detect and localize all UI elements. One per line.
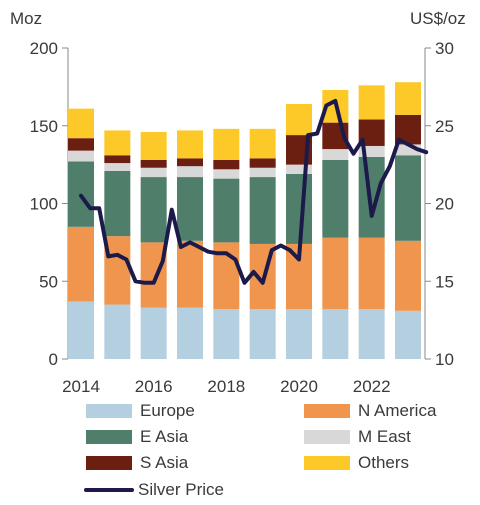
left-axis-unit-label: Moz <box>10 9 42 28</box>
legend-item-s-asia: S Asia <box>86 453 188 473</box>
bar-segment-e-asia <box>213 178 240 243</box>
bar-segment-n-america <box>322 237 349 310</box>
silver-demand-chart: Moz US$/oz 0 50 100 150 200 10 15 20 25 30 2014 201… <box>10 9 466 396</box>
bar-segment-europe <box>249 309 276 359</box>
legend-label-m-east: M East <box>358 427 411 446</box>
bar-segment-m-east <box>68 150 94 162</box>
bar-segment-s-asia <box>104 155 131 164</box>
legend-item-silver-price: Silver Price <box>84 480 224 500</box>
right-axis-tick-label: 15 <box>435 272 454 291</box>
bar-segment-others <box>395 82 421 115</box>
bar-segment-m-east <box>213 169 240 179</box>
bar-segment-e-asia <box>140 177 167 243</box>
legend-label-s-asia: S Asia <box>140 453 189 472</box>
x-axis-tick-label: 2022 <box>353 377 391 396</box>
left-axis-tick-label: 50 <box>39 272 58 291</box>
legend-label-n-america: N America <box>358 401 437 420</box>
bar-segment-others <box>140 131 167 160</box>
right-axis-tick-label: 10 <box>435 350 454 369</box>
x-axis-tick-label: 2020 <box>280 377 318 396</box>
bar-segment-e-asia <box>395 155 421 241</box>
legend-label-others: Others <box>358 453 410 472</box>
bar-segment-n-america <box>358 237 385 310</box>
chart-legend: Europe N America E Asia M East S Asia Ot… <box>0 398 480 505</box>
right-axis-tick-label: 25 <box>435 117 454 136</box>
right-axis-unit-label: US$/oz <box>410 9 466 28</box>
bar-segment-n-america <box>104 236 131 305</box>
bar-segment-m-east <box>358 145 385 157</box>
right-axis-tick-label: 30 <box>435 39 454 58</box>
bar-segment-europe <box>213 309 240 359</box>
legend-swatch-m-east <box>304 430 350 444</box>
legend-label-silver-price: Silver Price <box>138 480 224 499</box>
bar-segment-s-asia <box>68 138 94 151</box>
bar-segment-n-america <box>177 240 203 308</box>
legend-item-m-east: M East <box>304 427 411 447</box>
bar-segment-others <box>213 128 240 160</box>
bar-segment-others <box>104 130 131 156</box>
legend-swatch-others <box>304 456 350 470</box>
bar-stacks <box>68 82 421 359</box>
bar-segment-others <box>286 103 312 136</box>
bar-segment-e-asia <box>322 159 349 238</box>
silver-price-line-group <box>79 98 429 285</box>
bar-segment-s-asia <box>177 158 203 167</box>
bar-segment-e-asia <box>177 177 203 241</box>
bar-segment-s-asia <box>213 159 240 170</box>
bar-segment-europe <box>322 309 349 359</box>
legend-item-others: Others <box>304 453 409 473</box>
bar-segment-europe <box>358 309 385 359</box>
bar-segment-m-east <box>104 163 131 171</box>
bar-segment-e-asia <box>104 170 131 237</box>
x-axis-tick-label: 2018 <box>207 377 245 396</box>
legend-line-silver-price <box>84 488 134 492</box>
bar-segment-europe <box>177 307 203 359</box>
legend-label-e-asia: E Asia <box>140 427 189 446</box>
left-axis-tick-label: 200 <box>30 39 58 58</box>
silver-price-line <box>79 98 429 285</box>
legend-item-europe: Europe <box>86 401 195 421</box>
bar-segment-s-asia <box>249 158 276 168</box>
right-axis-tick-label: 20 <box>435 195 454 214</box>
legend-item-n-america: N America <box>304 401 436 421</box>
bar-segment-europe <box>140 307 167 359</box>
left-axis-tick-label: 100 <box>30 195 58 214</box>
bar-segment-n-america <box>68 226 94 302</box>
bar-segment-m-east <box>286 164 312 174</box>
legend-item-e-asia: E Asia <box>86 427 188 447</box>
bar-segment-others <box>249 128 276 159</box>
bar-segment-m-east <box>177 166 203 178</box>
bar-segment-europe <box>395 310 421 359</box>
legend-swatch-e-asia <box>86 430 132 444</box>
legend-label-europe: Europe <box>140 401 195 420</box>
bar-segment-others <box>358 85 385 120</box>
x-axis-tick-label: 2016 <box>135 377 173 396</box>
bar-segment-s-asia <box>140 159 167 168</box>
bar-segment-others <box>177 130 203 159</box>
chart-axes: 0 50 100 150 200 10 15 20 25 30 2014 2016 2018 2020 20… <box>30 39 454 396</box>
bar-segment-n-america <box>395 240 421 311</box>
legend-swatch-s-asia <box>86 456 132 470</box>
bar-segment-others <box>68 108 94 139</box>
bar-segment-m-east <box>322 149 349 160</box>
left-axis-tick-label: 0 <box>49 350 58 369</box>
bar-segment-m-east <box>395 144 421 156</box>
left-axis-tick-label: 150 <box>30 117 58 136</box>
bar-segment-e-asia <box>249 177 276 244</box>
bar-segment-m-east <box>140 167 167 178</box>
x-axis-tick-label: 2014 <box>62 377 100 396</box>
legend-swatch-n-america <box>304 404 350 418</box>
bar-segment-europe <box>286 309 312 359</box>
legend-swatch-europe <box>86 404 132 418</box>
bar-segment-europe <box>68 301 94 359</box>
bar-segment-europe <box>104 304 131 359</box>
bar-segment-m-east <box>249 167 276 178</box>
bar-segment-e-asia <box>358 156 385 238</box>
